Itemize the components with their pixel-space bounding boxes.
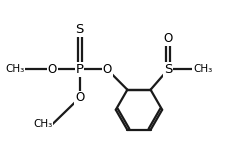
Text: O: O: [75, 91, 84, 104]
Text: P: P: [75, 63, 83, 76]
Text: O: O: [102, 63, 111, 76]
Text: CH₃: CH₃: [192, 64, 212, 74]
Text: CH₃: CH₃: [33, 119, 52, 129]
Text: O: O: [47, 63, 57, 76]
Text: S: S: [75, 23, 83, 36]
Text: O: O: [163, 32, 172, 45]
Text: CH₃: CH₃: [5, 64, 25, 74]
Text: S: S: [163, 63, 172, 76]
